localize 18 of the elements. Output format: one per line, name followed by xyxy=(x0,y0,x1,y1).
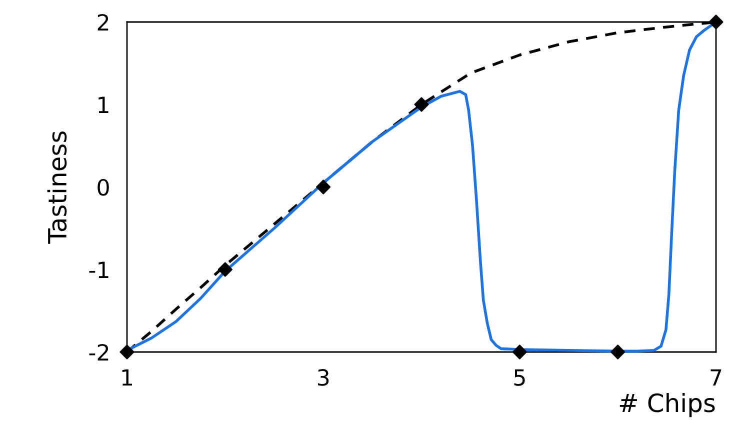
y-tick-label: 1 xyxy=(98,96,108,113)
y-tick-label: 0 xyxy=(98,178,109,196)
point xyxy=(316,180,331,194)
y-axis-title: Tastiness xyxy=(47,131,67,244)
x-tick-label: 1 xyxy=(122,369,132,386)
x-tick-label: 3 xyxy=(318,369,329,386)
x-tick-label: 7 xyxy=(710,369,722,386)
point xyxy=(414,97,429,112)
y-tick-label: -2 xyxy=(89,344,108,360)
point xyxy=(708,14,724,30)
x-tick-label: 5 xyxy=(514,369,525,386)
point xyxy=(610,344,626,360)
y-tick-label: -1 xyxy=(89,262,108,278)
point xyxy=(512,344,527,360)
x-axis-title: # Chips xyxy=(620,392,715,418)
y-tick-label: 2 xyxy=(98,14,108,30)
point xyxy=(120,344,134,360)
point xyxy=(218,262,232,277)
